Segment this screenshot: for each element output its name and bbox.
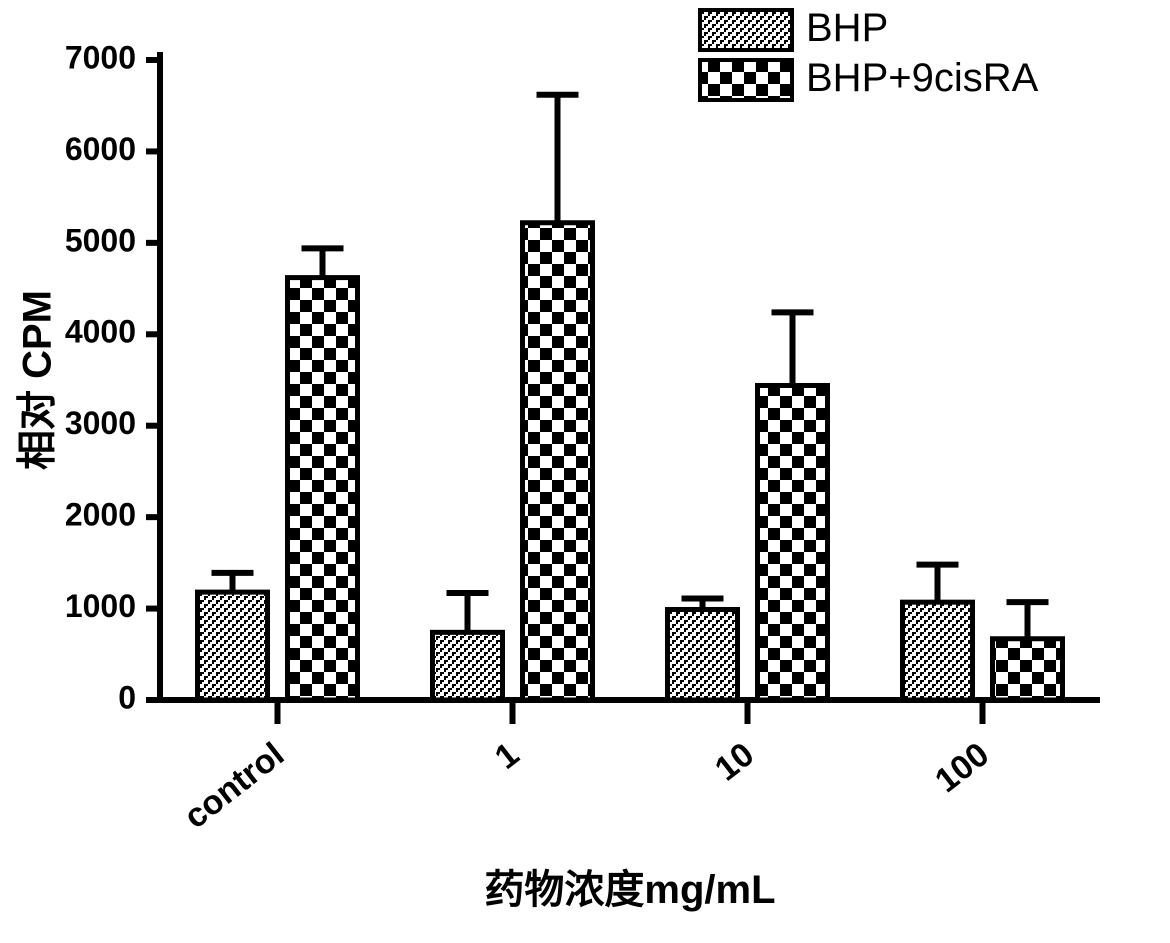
legend-swatch	[700, 10, 792, 50]
y-tick-label: 3000	[65, 405, 136, 441]
bar	[433, 632, 503, 700]
x-axis-label: 药物浓度mg/mL	[484, 868, 775, 912]
bar	[198, 592, 268, 700]
legend-label: BHP	[806, 6, 888, 50]
bar	[288, 278, 358, 700]
bar	[668, 609, 738, 700]
y-tick-label: 1000	[65, 588, 136, 624]
legend-swatch	[700, 60, 792, 100]
bar	[993, 639, 1063, 700]
y-tick-label: 2000	[65, 497, 136, 533]
bar	[903, 602, 973, 700]
legend-label: BHP+9cisRA	[806, 56, 1039, 100]
bar	[758, 385, 828, 700]
y-axis-label: 相对 CPM	[16, 290, 60, 470]
y-tick-label: 0	[118, 679, 136, 715]
bar-chart-container: 01000200030004000500060007000相对 CPMcontr…	[0, 0, 1170, 943]
y-tick-label: 4000	[65, 314, 136, 350]
bar	[523, 223, 593, 700]
bar-chart: 01000200030004000500060007000相对 CPMcontr…	[0, 0, 1170, 943]
y-tick-label: 7000	[65, 39, 136, 75]
y-tick-label: 5000	[65, 222, 136, 258]
y-tick-label: 6000	[65, 131, 136, 167]
